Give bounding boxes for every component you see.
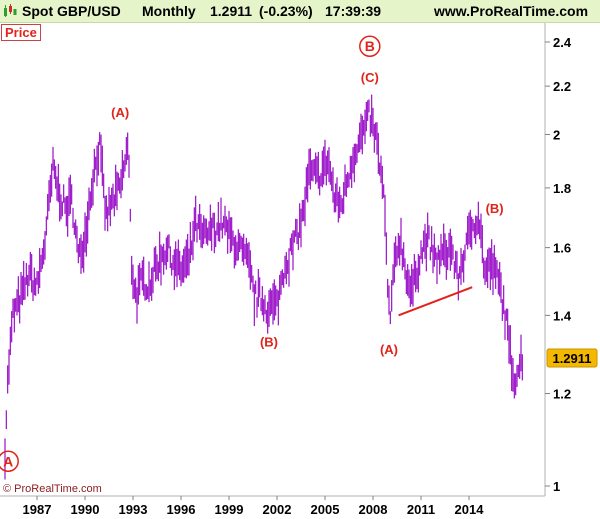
x-tick-label: 1990 bbox=[71, 502, 100, 517]
last-price-marker: 1.2911 bbox=[546, 348, 598, 368]
last-price-box bbox=[546, 348, 598, 368]
copyright-label: © ProRealTime.com bbox=[3, 483, 102, 495]
site-label[interactable]: www.ProRealTime.com bbox=[434, 3, 589, 19]
wave-label: (A) bbox=[111, 105, 129, 120]
x-tick-label: 1999 bbox=[215, 502, 244, 517]
x-tick-label: 1987 bbox=[23, 502, 52, 517]
wave-label: (B) bbox=[486, 201, 504, 216]
time-label: 17:39:39 bbox=[325, 3, 382, 19]
y-tick-label: 2.2 bbox=[553, 79, 571, 94]
x-tick-label: 1996 bbox=[167, 502, 196, 517]
x-tick-label: 2008 bbox=[359, 502, 388, 517]
y-tick-label: 2 bbox=[553, 127, 560, 142]
y-tick-label: 1.4 bbox=[553, 308, 572, 323]
x-tick-label: 2005 bbox=[311, 502, 340, 517]
y-tick-label: 1.8 bbox=[553, 181, 571, 196]
wave-label: A bbox=[3, 453, 13, 469]
y-tick-label: 2.4 bbox=[553, 35, 572, 50]
y-tick-label: 1.2 bbox=[553, 387, 571, 402]
trendline-layer bbox=[398, 286, 473, 317]
panel-label: Price bbox=[1, 24, 41, 41]
last-value: 1.2911 bbox=[210, 3, 253, 19]
x-tick-label: 1993 bbox=[119, 502, 148, 517]
change-value: (-0.23%) bbox=[259, 3, 313, 19]
y-axis-ticks: 2.4 2.2 2 1.8 1.6 1.4 1.2 1 bbox=[545, 35, 572, 494]
wave-label: B bbox=[365, 38, 375, 54]
wave-label: (B) bbox=[260, 334, 278, 349]
wave-label: (C) bbox=[361, 70, 379, 85]
x-axis-ticks: 1987 1990 1993 1996 1999 2002 2005 2008 2011 2014 bbox=[23, 496, 485, 517]
x-tick-label: 2002 bbox=[263, 502, 292, 517]
wave-label: (A) bbox=[380, 342, 398, 357]
candlestick-icon bbox=[4, 4, 17, 17]
support-trendline bbox=[398, 286, 473, 317]
x-tick-label: 2011 bbox=[407, 502, 435, 517]
price-series bbox=[4, 94, 523, 480]
y-tick-label: 1 bbox=[553, 479, 560, 494]
wave-label-circle bbox=[359, 35, 381, 57]
symbol-name[interactable]: Spot GBP/USD bbox=[22, 3, 121, 19]
wave-annotations: A (A) (B) B (C) (A) (B) bbox=[0, 35, 504, 473]
x-tick-label: 2014 bbox=[455, 502, 485, 517]
last-price-label: 1.2911 bbox=[552, 351, 591, 366]
period-label[interactable]: Monthly bbox=[142, 3, 196, 19]
wave-label-circle bbox=[0, 450, 19, 473]
chart-header: Spot GBP/USD Monthly 1.2911 (-0.23%) 17:… bbox=[0, 0, 600, 23]
y-tick-label: 1.6 bbox=[553, 241, 571, 256]
